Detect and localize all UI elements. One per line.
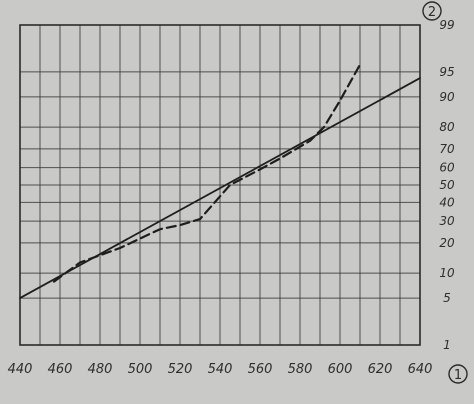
y-tick-label: 1 — [443, 338, 451, 352]
x-tick-label: 440 — [8, 362, 33, 377]
y-tick-label: 10 — [439, 266, 455, 280]
x-axis-corner-mark: 1 — [454, 368, 462, 383]
y-tick-label: 90 — [439, 90, 455, 104]
y-tick-label: 30 — [439, 214, 455, 228]
series-line-solid — [19, 77, 421, 300]
x-tick-label: 460 — [48, 362, 73, 377]
y-tick-label: 70 — [439, 142, 455, 156]
y-axis-corner-circle — [422, 1, 442, 21]
x-tick-label: 580 — [288, 362, 313, 377]
y-tick-labels: 1 5 10 20 30 40 50 60 70 80 90 95 99 — [439, 18, 455, 352]
x-tick-label: 520 — [168, 362, 193, 377]
y-axis-corner-mark: 2 — [428, 5, 436, 20]
y-tick-label: 5 — [443, 291, 451, 305]
x-tick-label: 640 — [408, 362, 433, 377]
y-tick-label: 40 — [439, 195, 455, 209]
x-tick-label: 600 — [328, 362, 353, 377]
x-axis-corner-circle — [448, 364, 468, 384]
y-tick-label: 95 — [439, 65, 454, 79]
x-tick-labels: 440 460 480 500 520 540 560 580 600 620 640 — [8, 362, 433, 377]
x-tick-label: 560 — [248, 362, 273, 377]
y-tick-label: 99 — [439, 18, 454, 32]
x-tick-label: 500 — [128, 362, 153, 377]
y-tick-label: 50 — [439, 178, 455, 192]
series-layer — [19, 63, 421, 300]
y-tick-label: 20 — [439, 236, 455, 250]
x-tick-label: 540 — [208, 362, 233, 377]
x-tick-label: 620 — [368, 362, 393, 377]
plot-frame — [19, 24, 421, 346]
y-tick-label: 60 — [439, 161, 455, 175]
x-tick-label: 480 — [88, 362, 113, 377]
y-tick-label: 80 — [439, 120, 455, 134]
series-line-dashed — [52, 63, 362, 283]
